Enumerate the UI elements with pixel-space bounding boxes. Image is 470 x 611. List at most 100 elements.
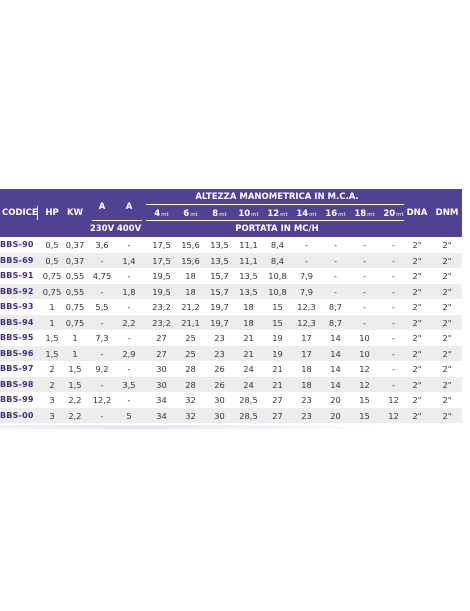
- row-flow: 24: [243, 364, 254, 374]
- row-flow: 10,8: [268, 286, 287, 297]
- row-hp: 1: [49, 302, 55, 312]
- table-row: BBS-98 2 1,5 - 3,5 30 28 26 24 21 18 14 12 - 2" 2": [0, 376, 462, 392]
- row-dna: 2": [412, 302, 422, 312]
- header-underline-heights: [146, 220, 404, 221]
- row-dna: 2": [412, 348, 422, 359]
- row-flow: 21: [243, 333, 254, 343]
- col-230v: 230V: [89, 224, 115, 234]
- row-dna: 2": [412, 395, 422, 405]
- row-flow: 34: [156, 410, 167, 421]
- height-value: 8: [212, 209, 219, 219]
- row-flow: 10,8: [268, 271, 287, 281]
- row-flow: 15: [272, 302, 283, 312]
- row-flow: 15,6: [181, 240, 200, 250]
- row-flow: -: [363, 240, 366, 250]
- row-flow: 17: [301, 348, 312, 359]
- row-hp: 2: [49, 364, 55, 374]
- row-flow: -: [363, 271, 366, 281]
- bottom-shadow: [0, 425, 470, 429]
- row-flow: -: [363, 286, 366, 297]
- row-kw: 2,2: [68, 395, 82, 405]
- row-flow: -: [392, 379, 395, 390]
- row-a230: -: [100, 317, 104, 328]
- row-kw: 1,5: [68, 379, 82, 390]
- row-flow: 30: [214, 410, 225, 421]
- row-dna: 2": [412, 317, 422, 328]
- row-hp: 1: [49, 317, 55, 328]
- row-a400: -: [127, 364, 131, 374]
- row-flow: -: [334, 271, 337, 281]
- row-flow: 27: [156, 333, 167, 343]
- row-dna: 2": [412, 255, 422, 266]
- row-a230: 4,75: [92, 271, 112, 281]
- altezza-title: ALTEZZA MANOMETRICA IN M.C.A.: [195, 192, 359, 202]
- row-flow: 8,4: [270, 255, 285, 266]
- row-dnm: 2": [442, 302, 452, 312]
- table-row: BBS-00 3 2,2 - 5 34 32 30 28,5 27 23 20 15 12 2" 2": [0, 407, 462, 423]
- row-flow: 10: [359, 333, 370, 343]
- row-hp: 0,75: [42, 286, 62, 297]
- height-value: 12: [267, 209, 280, 219]
- col-a-230: A: [98, 202, 106, 212]
- row-a400: -: [127, 333, 131, 343]
- row-flow: 20: [330, 395, 341, 405]
- row-code: BBS-95: [0, 333, 34, 342]
- table-row: BBS-97 2 1,5 9,2 - 30 28 26 24 21 18 14 12 - 2" 2": [0, 361, 462, 377]
- row-kw: 1,5: [68, 364, 82, 374]
- row-code: BBS-00: [0, 410, 34, 420]
- row-flow: -: [334, 240, 337, 250]
- row-flow: 23,2: [152, 317, 171, 328]
- row-flow: 21,1: [181, 317, 200, 328]
- row-code: BBS-98: [0, 379, 34, 389]
- row-kw: 0,75: [65, 302, 85, 312]
- row-code: BBS-97: [0, 364, 34, 373]
- row-flow: 14: [330, 348, 341, 359]
- row-flow: 15: [272, 317, 283, 328]
- row-flow: 30: [156, 364, 167, 374]
- row-hp: 1,5: [45, 333, 59, 343]
- row-flow: 28: [185, 364, 196, 374]
- row-flow: 23: [301, 410, 312, 421]
- row-flow: 13,5: [210, 255, 229, 266]
- row-a400: -: [127, 302, 131, 312]
- row-code: BBS-96: [0, 348, 34, 358]
- row-dnm: 2": [442, 364, 452, 374]
- row-flow: -: [392, 317, 395, 328]
- row-flow: -: [334, 286, 337, 297]
- height-col-6: 6mt: [176, 209, 205, 219]
- height-unit: mt: [338, 212, 346, 218]
- row-flow: 12: [388, 395, 399, 405]
- row-flow: 23,2: [152, 302, 171, 312]
- row-flow: 26: [214, 364, 225, 374]
- row-a230: -: [100, 348, 104, 359]
- height-col-14: 14mt: [292, 209, 321, 219]
- row-flow: 14: [330, 333, 341, 343]
- table-header: CODICE HP KW A A 230V 400V ALTEZZA MANOM…: [0, 189, 462, 237]
- height-col-20: 20mt: [379, 209, 408, 219]
- row-flow: 12,3: [297, 317, 316, 328]
- row-flow: 14: [330, 379, 341, 390]
- col-codice: CODICE: [2, 208, 38, 218]
- row-flow: 12: [359, 364, 370, 374]
- row-hp: 2: [49, 379, 55, 390]
- row-dna: 2": [412, 286, 422, 297]
- row-flow: 30: [156, 379, 167, 390]
- height-value: 6: [183, 209, 190, 219]
- col-kw: KW: [67, 208, 83, 218]
- height-unit: mt: [367, 212, 375, 218]
- row-code: BBS-92: [0, 286, 34, 296]
- row-flow: 12: [388, 410, 399, 421]
- row-flow: 19: [272, 333, 283, 343]
- row-flow: -: [392, 302, 395, 312]
- height-value: 16: [325, 209, 338, 219]
- row-flow: 8,7: [328, 302, 343, 312]
- height-value: 18: [354, 209, 367, 219]
- row-flow: 27: [272, 410, 283, 421]
- row-flow: 14: [330, 364, 341, 374]
- row-flow: 11,1: [239, 255, 258, 266]
- row-flow: 19,7: [210, 317, 229, 328]
- portata-title: PORTATA IN MC/H: [235, 224, 319, 234]
- row-flow: 7,9: [299, 271, 314, 281]
- col-a-400: A: [125, 202, 133, 212]
- row-dnm: 2": [442, 271, 452, 281]
